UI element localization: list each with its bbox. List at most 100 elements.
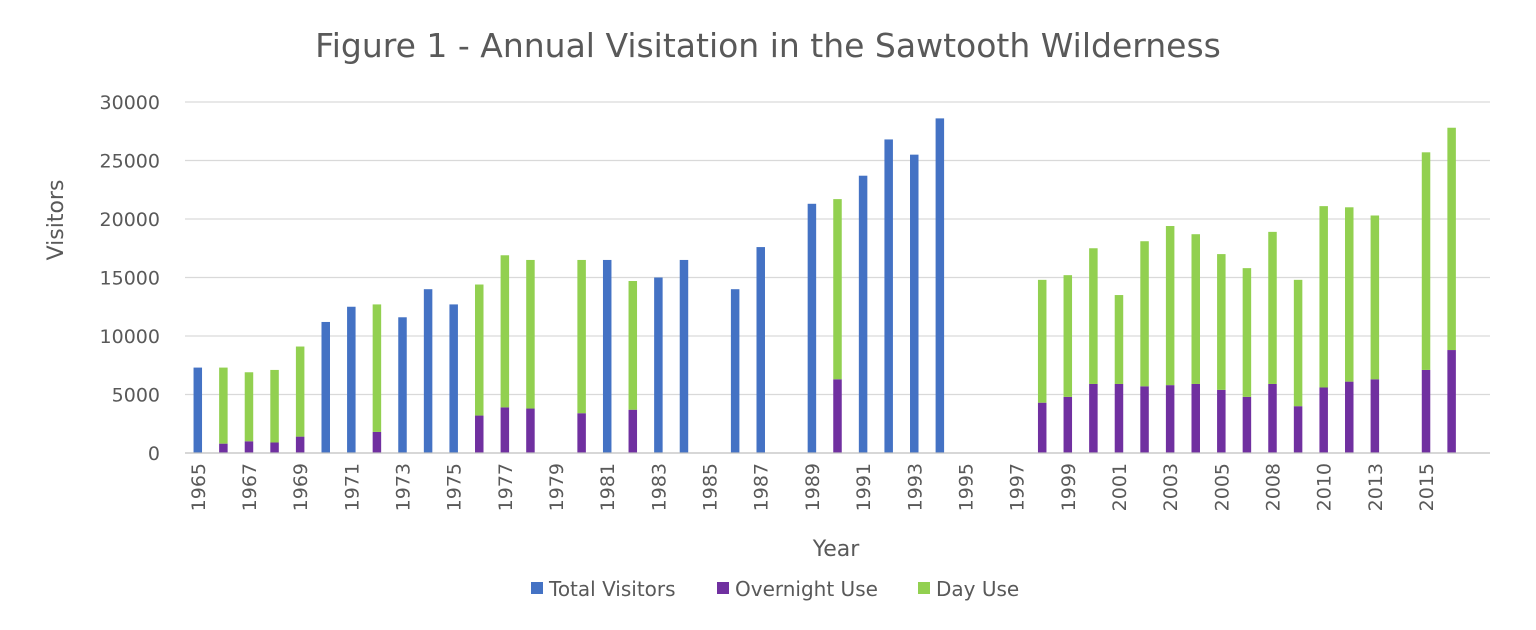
x-tick-label: 1981 xyxy=(597,463,619,511)
x-tick-label: 1979 xyxy=(546,463,568,511)
bar-total-visitors-1992 xyxy=(884,139,893,453)
bar-day-use-2004 xyxy=(1191,234,1200,384)
bar-day-use-2005 xyxy=(1217,254,1226,390)
x-tick-label: 1995 xyxy=(955,463,977,511)
bar-overnight-use-1968 xyxy=(270,442,279,453)
bar-day-use-2002 xyxy=(1140,241,1149,387)
bar-total-visitors-1975 xyxy=(449,304,458,453)
bar-day-use-1999 xyxy=(1063,275,1073,397)
x-tick-label: 1985 xyxy=(700,463,722,511)
y-tick-label: 30000 xyxy=(100,92,160,114)
legend-item: Day Use xyxy=(918,577,1019,601)
bar-total-visitors-1974 xyxy=(423,289,433,453)
bar-overnight-use-2010 xyxy=(1345,381,1354,453)
bar-total-visitors-1981 xyxy=(602,259,612,453)
bar-overnight-use-1976 xyxy=(475,415,484,453)
bar-overnight-use-2008 xyxy=(1293,406,1303,453)
bar-day-use-1976 xyxy=(475,284,484,416)
bar-overnight-use-2001 xyxy=(1114,383,1124,453)
bar-day-use-1998 xyxy=(1037,279,1047,403)
x-tick-label: 2015 xyxy=(1416,463,1438,511)
x-axis-ticks: 1965 1967 1969 1971 1973 1975 1977 1979 1981 1983… xyxy=(188,463,1438,511)
bar-overnight-use-2007 xyxy=(1268,383,1277,453)
bar-day-use-1966 xyxy=(219,367,228,444)
bar-total-visitors-1970 xyxy=(321,321,330,453)
legend-label: Overnight Use xyxy=(735,577,878,601)
y-tick-label: 10000 xyxy=(100,326,160,348)
bar-day-use-2003 xyxy=(1165,226,1175,386)
bar-overnight-use-2006 xyxy=(1242,396,1252,453)
x-tick-label: 1965 xyxy=(188,463,210,511)
x-tick-label: 2005 xyxy=(1211,463,1233,511)
bar-overnight-use-1966 xyxy=(219,443,228,453)
legend-swatch xyxy=(717,582,729,594)
bar-day-use-2007 xyxy=(1268,231,1277,384)
legend-label: Day Use xyxy=(936,577,1019,601)
x-tick-label: 2001 xyxy=(1109,463,1131,511)
bar-overnight-use-2000 xyxy=(1089,383,1098,453)
bar-overnight-use-1967 xyxy=(244,441,254,453)
bar-overnight-use-2014 xyxy=(1447,350,1456,453)
bar-total-visitors-1965 xyxy=(193,367,203,453)
bar-total-visitors-1991 xyxy=(858,175,868,453)
x-tick-label: 1983 xyxy=(648,463,670,511)
bar-day-use-2011 xyxy=(1370,215,1380,380)
bar-day-use-1980 xyxy=(577,259,586,414)
y-tick-label: 25000 xyxy=(100,151,160,173)
bar-total-visitors-1971 xyxy=(347,306,356,453)
bar-day-use-1967 xyxy=(244,372,254,442)
bar-day-use-2008 xyxy=(1293,279,1303,407)
bar-overnight-use-2009 xyxy=(1319,387,1328,453)
bar-total-visitors-1989 xyxy=(807,203,817,453)
y-tick-label: 0 xyxy=(148,443,160,465)
bar-day-use-2009 xyxy=(1319,206,1328,388)
x-tick-label: 1997 xyxy=(1007,463,1029,511)
bar-overnight-use-1978 xyxy=(526,408,535,453)
bars xyxy=(193,118,1456,453)
x-tick-label: 2008 xyxy=(1263,463,1285,511)
bar-total-visitors-1994 xyxy=(935,118,945,453)
y-tick-label: 5000 xyxy=(112,385,160,407)
x-tick-label: 1969 xyxy=(290,463,312,511)
bar-overnight-use-1998 xyxy=(1037,402,1047,453)
bar-day-use-2000 xyxy=(1089,248,1098,384)
bar-total-visitors-1993 xyxy=(910,154,919,453)
y-tick-label: 20000 xyxy=(100,209,160,231)
bar-day-use-1977 xyxy=(500,255,510,408)
legend-item: Total Visitors xyxy=(531,577,676,601)
x-tick-label: 2003 xyxy=(1160,463,1182,511)
x-tick-label: 1999 xyxy=(1058,463,1080,511)
bar-day-use-1968 xyxy=(270,369,279,443)
bar-overnight-use-2003 xyxy=(1165,385,1175,453)
bar-day-use-1972 xyxy=(372,304,382,432)
bar-total-visitors-1973 xyxy=(398,317,407,453)
x-tick-label: 2010 xyxy=(1314,463,1336,511)
bar-overnight-use-1980 xyxy=(577,413,586,453)
y-axis-title: Visitors xyxy=(44,180,69,261)
legend-item: Overnight Use xyxy=(717,577,878,601)
bar-overnight-use-2004 xyxy=(1191,383,1200,453)
x-tick-label: 1977 xyxy=(495,463,517,511)
x-tick-label: 1967 xyxy=(239,463,261,511)
x-tick-label: 1989 xyxy=(802,463,824,511)
chart-title: Figure 1 - Annual Visitation in the Sawt… xyxy=(315,26,1221,65)
bar-overnight-use-2011 xyxy=(1370,379,1380,453)
bar-overnight-use-1982 xyxy=(628,409,638,453)
bar-total-visitors-1987 xyxy=(756,247,765,453)
bar-overnight-use-1990 xyxy=(833,379,842,453)
bar-day-use-2013 xyxy=(1421,152,1431,370)
bar-day-use-2006 xyxy=(1242,268,1252,397)
legend: Total Visitors Overnight Use Day Use xyxy=(531,577,1019,601)
x-tick-label: 2013 xyxy=(1365,463,1387,511)
bar-overnight-use-1977 xyxy=(500,407,510,453)
bar-total-visitors-1983 xyxy=(654,277,663,453)
bar-overnight-use-2005 xyxy=(1217,389,1226,453)
bar-total-visitors-1984 xyxy=(679,259,689,453)
x-axis-title: Year xyxy=(812,537,861,562)
y-tick-label: 15000 xyxy=(100,268,160,290)
bar-overnight-use-1999 xyxy=(1063,396,1073,453)
x-tick-label: 1987 xyxy=(751,463,773,511)
bar-day-use-1969 xyxy=(295,346,305,437)
bar-day-use-2014 xyxy=(1447,127,1456,351)
bar-overnight-use-2002 xyxy=(1140,386,1149,453)
